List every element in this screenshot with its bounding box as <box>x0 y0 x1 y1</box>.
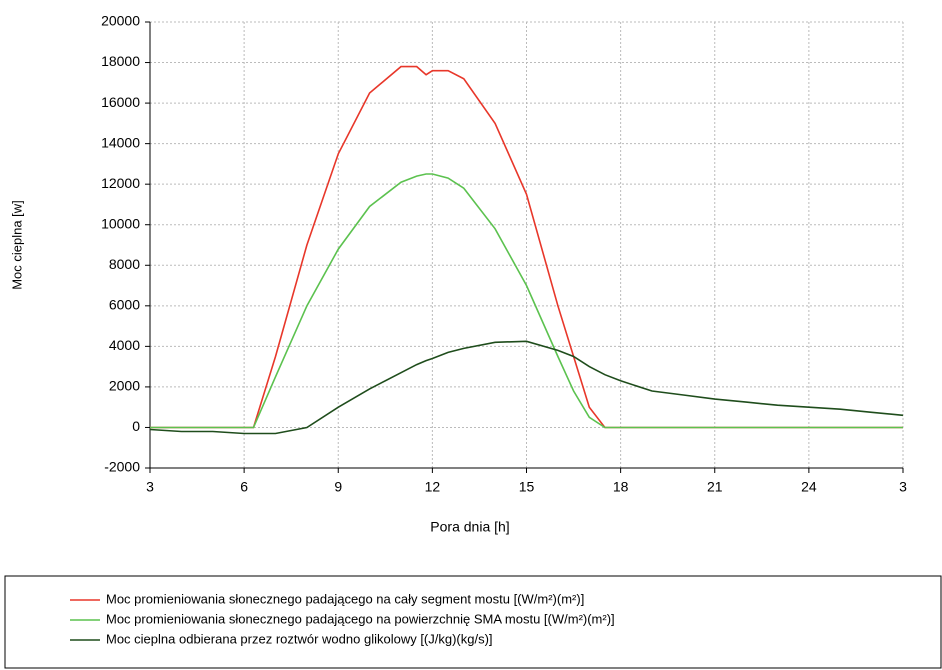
x-tick-label: 18 <box>613 479 629 495</box>
y-tick-label: -2000 <box>104 459 140 475</box>
y-axis-label: Moc cieplna [w] <box>9 200 24 290</box>
legend-label: Moc cieplna odbierana przez roztwór wodn… <box>106 631 493 646</box>
y-tick-label: 0 <box>132 418 140 434</box>
x-tick-label: 24 <box>801 479 817 495</box>
y-tick-label: 10000 <box>101 215 140 231</box>
legend: Moc promieniowania słonecznego padająceg… <box>70 591 615 646</box>
legend-box <box>4 575 942 669</box>
x-axis-label: Pora dnia [h] <box>430 519 509 535</box>
series-line <box>150 173 903 429</box>
x-tick-label: 12 <box>425 479 441 495</box>
x-tick-label: 21 <box>707 479 723 495</box>
y-tick-label: 14000 <box>101 134 140 150</box>
y-tick-label: 12000 <box>101 175 140 191</box>
series-line <box>149 340 904 435</box>
legend-label: Moc promieniowania słonecznego padająceg… <box>106 591 584 606</box>
y-tick-label: 6000 <box>109 297 140 313</box>
y-tick-label: 2000 <box>109 378 140 394</box>
x-tick-label: 6 <box>240 479 248 495</box>
y-tick-label: 16000 <box>101 94 140 110</box>
x-tick-label: 15 <box>519 479 535 495</box>
y-tick-label: 20000 <box>101 13 140 29</box>
y-tick-label: 4000 <box>109 337 140 353</box>
legend-label: Moc promieniowania słonecznego padająceg… <box>106 611 615 626</box>
x-tick-label: 3 <box>146 479 154 495</box>
y-tick-label: 18000 <box>101 53 140 69</box>
x-tick-label: 9 <box>334 479 342 495</box>
x-tick-label: 3 <box>899 479 907 495</box>
y-tick-label: 8000 <box>109 256 140 272</box>
